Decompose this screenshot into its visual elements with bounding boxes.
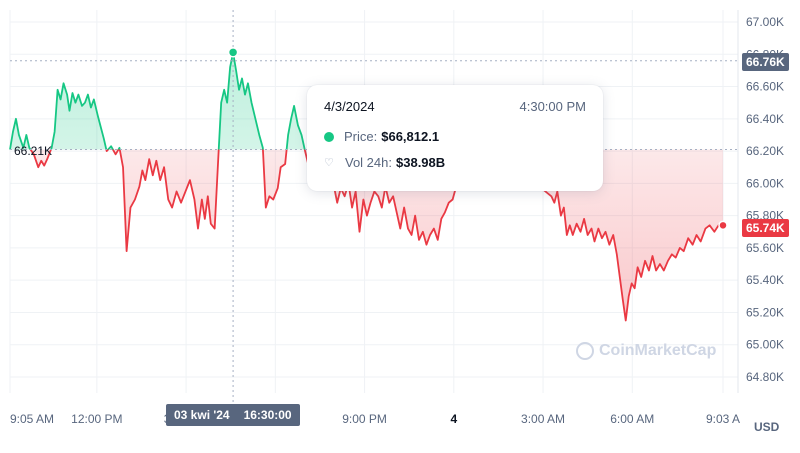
- hover-date: 03 kwi '24: [174, 408, 230, 422]
- tooltip-date: 4/3/2024: [324, 99, 375, 114]
- y-tick-label: 67.00K: [746, 15, 784, 29]
- baseline-label: 66.21K: [14, 144, 53, 158]
- watermark-text: CoinMarketCap: [599, 342, 717, 359]
- x-tick-label: 3:00 AM: [521, 412, 565, 426]
- x-tick-label: 9:03 A: [706, 412, 740, 426]
- hover-point: [227, 47, 239, 58]
- volume-icon: ♡: [324, 156, 334, 169]
- y-tick-label: 66.00K: [746, 176, 784, 190]
- price-line-down: [9, 149, 723, 322]
- y-tick-label: 66.40K: [746, 112, 784, 126]
- x-tick-label: 12:00 PM: [71, 412, 122, 426]
- x-tick-label: 6:00 AM: [610, 412, 654, 426]
- y-tick-label: 66.60K: [746, 80, 784, 94]
- y-tick-label: 65.20K: [746, 305, 784, 319]
- current-price-point: [718, 220, 728, 231]
- tooltip-price-row: Price: $66,812.1: [324, 129, 439, 144]
- tooltip-volume-row: ♡ Vol 24h: $38.98B: [324, 155, 445, 170]
- tooltip-time: 4:30:00 PM: [519, 99, 587, 114]
- markers: [227, 47, 728, 231]
- hover-time: 16:30:00: [243, 408, 292, 422]
- hover-time-label: 03 kwi '24 16:30:00: [166, 404, 300, 426]
- y-tick-label: 65.40K: [746, 273, 784, 287]
- coinmarketcap-logo-icon: [576, 342, 594, 360]
- price-dot-icon: [324, 131, 334, 142]
- tooltip-price-value: $66,812.1: [381, 129, 440, 144]
- watermark: CoinMarketCap: [576, 342, 716, 360]
- price-tooltip: 4/3/2024 4:30:00 PM Price: $66,812.1 ♡ V…: [307, 85, 603, 191]
- high-price-badge: 66.76K: [742, 53, 789, 71]
- x-tick-label: 9:05 AM: [10, 412, 54, 426]
- x-tick-label: 9:00 PM: [342, 412, 387, 426]
- price-line: [9, 51, 723, 322]
- currency-label[interactable]: USD: [754, 420, 780, 434]
- tooltip-volume-label: Vol 24h:: [345, 155, 392, 170]
- y-tick-label: 66.20K: [746, 144, 784, 158]
- y-tick-label: 65.60K: [746, 241, 784, 255]
- area-above-baseline: [10, 52, 305, 150]
- y-tick-label: 64.80K: [746, 370, 784, 384]
- reference-lines: [10, 10, 738, 403]
- tooltip-price-label: Price:: [344, 129, 378, 144]
- current-price-badge: 65.74K: [742, 219, 789, 237]
- y-tick-label: 65.00K: [746, 338, 784, 352]
- x-tick-label: 4: [450, 412, 457, 426]
- tooltip-volume-value: $38.98B: [396, 155, 446, 170]
